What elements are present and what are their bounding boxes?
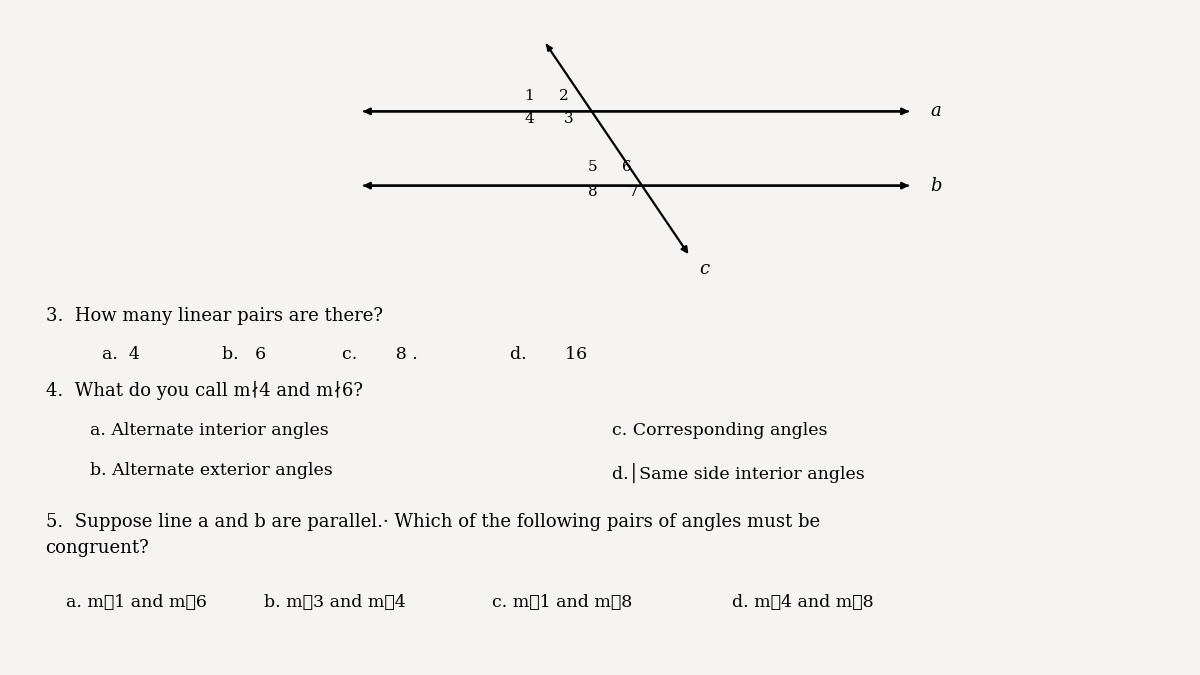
Text: c. m∡1 and m∡8: c. m∡1 and m∡8: [492, 594, 632, 611]
Text: 6: 6: [622, 161, 631, 174]
Text: 3.  How many linear pairs are there?: 3. How many linear pairs are there?: [46, 307, 383, 325]
Text: 4.  What do you call m∤4 and m∤6?: 4. What do you call m∤4 and m∤6?: [46, 381, 362, 400]
Text: 5.  Suppose line a and b are parallel.· Which of the following pairs of angles m: 5. Suppose line a and b are parallel.· W…: [46, 513, 820, 558]
Text: b. m∡3 and m∡4: b. m∡3 and m∡4: [264, 594, 406, 611]
Text: 5: 5: [588, 161, 598, 174]
Text: c. Corresponding angles: c. Corresponding angles: [612, 422, 828, 439]
Text: b. Alternate exterior angles: b. Alternate exterior angles: [90, 462, 332, 479]
Text: d.│Same side interior angles: d.│Same side interior angles: [612, 462, 865, 483]
Text: 7: 7: [629, 186, 638, 199]
Text: 3: 3: [564, 113, 574, 126]
Text: b: b: [930, 177, 942, 194]
Text: a.  4: a. 4: [102, 346, 140, 362]
Text: c.       8 .: c. 8 .: [342, 346, 418, 362]
Text: b.   6: b. 6: [222, 346, 266, 362]
Text: 2: 2: [559, 89, 569, 103]
Text: a. Alternate interior angles: a. Alternate interior angles: [90, 422, 329, 439]
Text: 1: 1: [524, 89, 534, 103]
Text: c: c: [700, 260, 709, 278]
Text: 4: 4: [524, 113, 534, 126]
Text: a: a: [930, 103, 941, 120]
Text: d.       16: d. 16: [510, 346, 587, 362]
Text: d. m∡4 and m∡8: d. m∡4 and m∡8: [732, 594, 874, 611]
Text: 8: 8: [588, 186, 598, 199]
Text: a. m∡1 and m∡6: a. m∡1 and m∡6: [66, 594, 206, 611]
